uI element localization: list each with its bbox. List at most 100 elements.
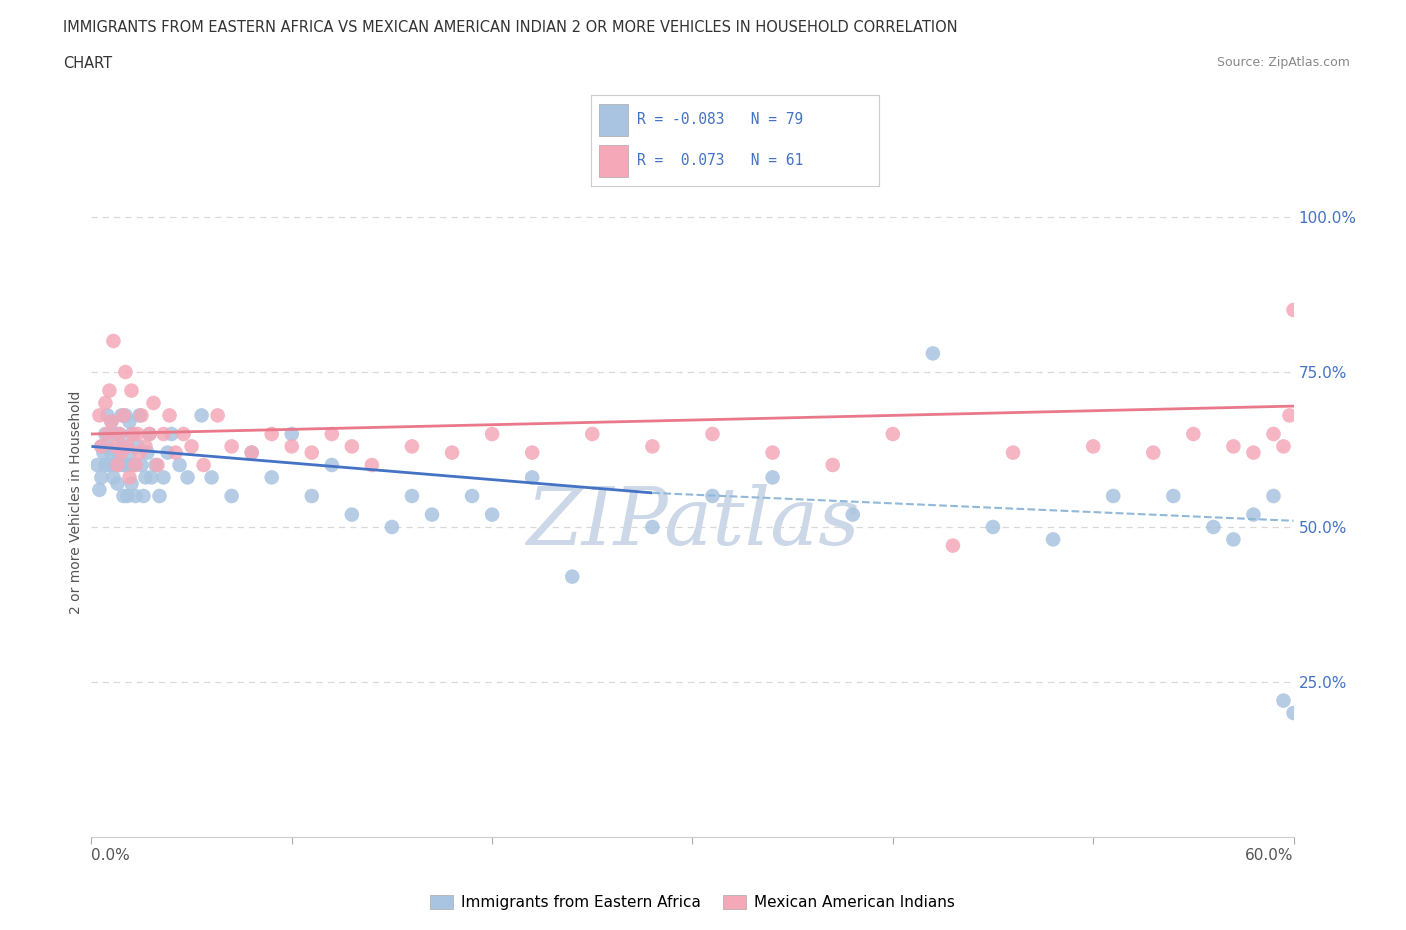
Point	[522, 445, 544, 460]
Point	[128, 445, 150, 460]
Point	[401, 488, 423, 503]
Point	[127, 439, 149, 454]
Point	[118, 470, 141, 485]
Point	[440, 445, 463, 460]
Point	[94, 395, 117, 410]
Point	[1142, 445, 1164, 460]
Point	[131, 458, 153, 472]
Point	[94, 427, 117, 442]
Point	[360, 458, 382, 472]
Point	[221, 439, 243, 454]
Point	[461, 488, 484, 503]
Point	[89, 408, 111, 423]
Point	[108, 458, 131, 472]
Point	[381, 520, 404, 535]
Point	[1042, 532, 1064, 547]
Point	[173, 427, 195, 442]
Point	[118, 445, 141, 460]
Point	[641, 439, 664, 454]
Text: IMMIGRANTS FROM EASTERN AFRICA VS MEXICAN AMERICAN INDIAN 2 OR MORE VEHICLES IN : IMMIGRANTS FROM EASTERN AFRICA VS MEXICA…	[63, 20, 957, 35]
Point	[118, 414, 141, 429]
Point	[108, 427, 131, 442]
Point	[104, 427, 127, 442]
Point	[112, 458, 135, 472]
Point	[134, 439, 156, 454]
Point	[156, 445, 179, 460]
Point	[152, 470, 174, 485]
Point	[124, 488, 146, 503]
Point	[146, 458, 169, 472]
Point	[122, 458, 145, 472]
Point	[762, 445, 785, 460]
Point	[121, 427, 143, 442]
Point	[90, 439, 112, 454]
Point	[160, 427, 183, 442]
Text: 60.0%: 60.0%	[1246, 848, 1294, 863]
Point	[321, 427, 343, 442]
Point	[240, 445, 263, 460]
Legend: Immigrants from Eastern Africa, Mexican American Indians: Immigrants from Eastern Africa, Mexican …	[425, 889, 960, 916]
Point	[117, 458, 139, 472]
Point	[94, 458, 117, 472]
Point	[1163, 488, 1185, 503]
Point	[821, 458, 844, 472]
Point	[110, 445, 132, 460]
Point	[93, 445, 115, 460]
Point	[522, 470, 544, 485]
Point	[100, 414, 122, 429]
Point	[340, 507, 363, 522]
Point	[132, 488, 155, 503]
Point	[1001, 445, 1024, 460]
Point	[481, 427, 503, 442]
Point	[193, 458, 215, 472]
Point	[152, 427, 174, 442]
Point	[176, 470, 198, 485]
Point	[90, 439, 112, 454]
Point	[145, 458, 167, 472]
Point	[420, 507, 443, 522]
Point	[114, 408, 136, 423]
Text: ZIPatlas: ZIPatlas	[526, 484, 859, 561]
Point	[1083, 439, 1105, 454]
Y-axis label: 2 or more Vehicles in Household: 2 or more Vehicles in Household	[69, 391, 83, 614]
Point	[581, 427, 603, 442]
Point	[1272, 439, 1295, 454]
Point	[180, 439, 202, 454]
Point	[121, 476, 143, 491]
FancyBboxPatch shape	[599, 145, 628, 177]
Text: Source: ZipAtlas.com: Source: ZipAtlas.com	[1216, 56, 1350, 69]
Point	[107, 476, 129, 491]
Point	[190, 408, 212, 423]
Point	[1243, 445, 1265, 460]
Point	[134, 470, 156, 485]
Point	[1272, 693, 1295, 708]
Point	[86, 458, 108, 472]
Point	[128, 408, 150, 423]
Point	[100, 445, 122, 460]
Point	[641, 520, 664, 535]
Point	[401, 439, 423, 454]
Point	[112, 408, 135, 423]
FancyBboxPatch shape	[599, 104, 628, 136]
Point	[201, 470, 224, 485]
Point	[108, 427, 131, 442]
Point	[1263, 427, 1285, 442]
Point	[702, 427, 724, 442]
Point	[1243, 507, 1265, 522]
Point	[148, 488, 170, 503]
Point	[1282, 706, 1305, 721]
Point	[1282, 302, 1305, 317]
Point	[107, 458, 129, 472]
Point	[110, 439, 132, 454]
Point	[127, 427, 149, 442]
Point	[301, 488, 323, 503]
Text: 0.0%: 0.0%	[91, 848, 131, 863]
Point	[1263, 488, 1285, 503]
Point	[100, 414, 122, 429]
Point	[561, 569, 583, 584]
Point	[104, 458, 127, 472]
Point	[104, 439, 127, 454]
Point	[142, 395, 165, 410]
Point	[159, 408, 181, 423]
Point	[301, 445, 323, 460]
